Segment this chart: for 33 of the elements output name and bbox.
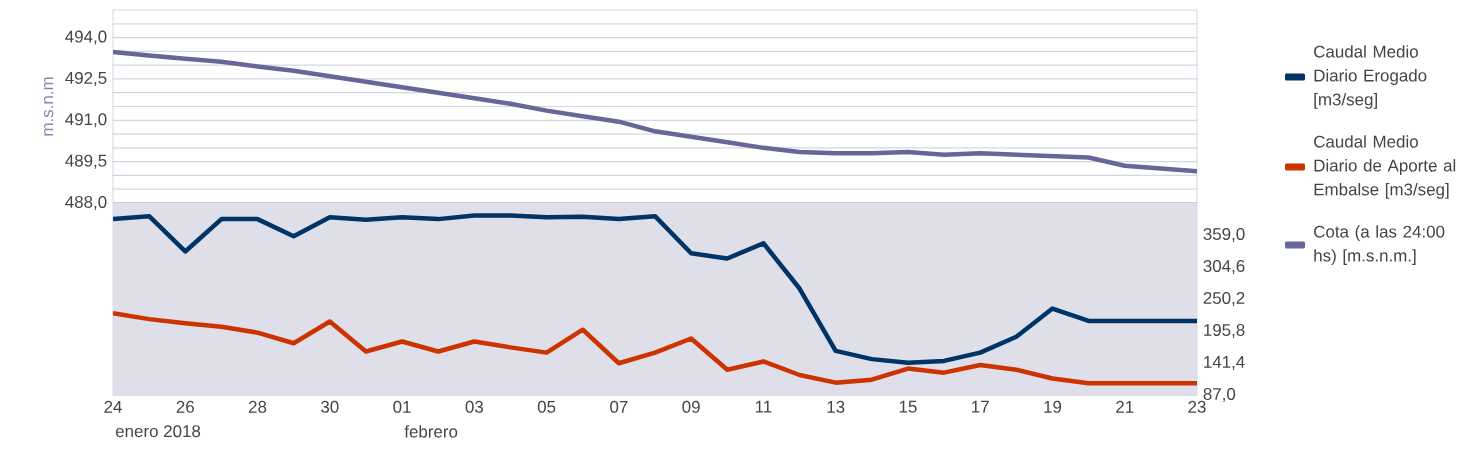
y-tick-label: 492,5 xyxy=(65,71,107,86)
x-tick-label: 13 xyxy=(827,400,845,413)
x-tick-label: 17 xyxy=(972,400,989,413)
x-tick-label: 15 xyxy=(899,400,917,413)
x-tick-label: 24 xyxy=(104,400,122,413)
legend-label: Caudal Medio Diario Erogado [m3/seg] xyxy=(1314,45,1427,109)
x-tick-label: 30 xyxy=(321,400,339,413)
x-tick-label: 23 xyxy=(1188,400,1206,413)
x-tick-label: 09 xyxy=(682,400,700,413)
x-tick-label: 28 xyxy=(248,400,267,413)
x-tick-label: 21 xyxy=(1116,400,1134,413)
y2-tick-label: 250,2 xyxy=(1203,292,1245,306)
y2-tick-label: 359,0 xyxy=(1203,228,1245,242)
y-tick-label: 488,0 xyxy=(65,196,107,210)
y-tick-label: 494,0 xyxy=(65,30,107,45)
y2-tick-label: 195,8 xyxy=(1204,324,1245,338)
y-tick-label: 489,5 xyxy=(65,154,107,169)
y2-tick-label: 87,0 xyxy=(1203,388,1236,402)
x-tick-label: 26 xyxy=(176,400,194,413)
legend-label: Caudal Medio Diario de Aporte al Embalse [m3/seg] xyxy=(1314,135,1456,199)
x-tick-label: 05 xyxy=(537,400,556,413)
y-axis-title: m.s.n.m xyxy=(44,77,54,136)
x-tick-label: 07 xyxy=(610,400,628,413)
y2-tick-label: 141,4 xyxy=(1204,356,1245,370)
x-tick-label: 19 xyxy=(1044,400,1062,413)
x-tick-label: 11 xyxy=(755,400,772,413)
y2-tick-label: 304,6 xyxy=(1203,260,1245,274)
legend-label: Cota (a las 24:00 hs) [m.s.n.m.] xyxy=(1314,225,1445,265)
text: enero 2018 xyxy=(115,425,201,438)
text: febrero xyxy=(404,425,458,438)
y-tick-label: 491,0 xyxy=(65,113,107,128)
x-tick-label: 03 xyxy=(465,400,484,413)
x-tick-label: 01 xyxy=(393,400,411,413)
